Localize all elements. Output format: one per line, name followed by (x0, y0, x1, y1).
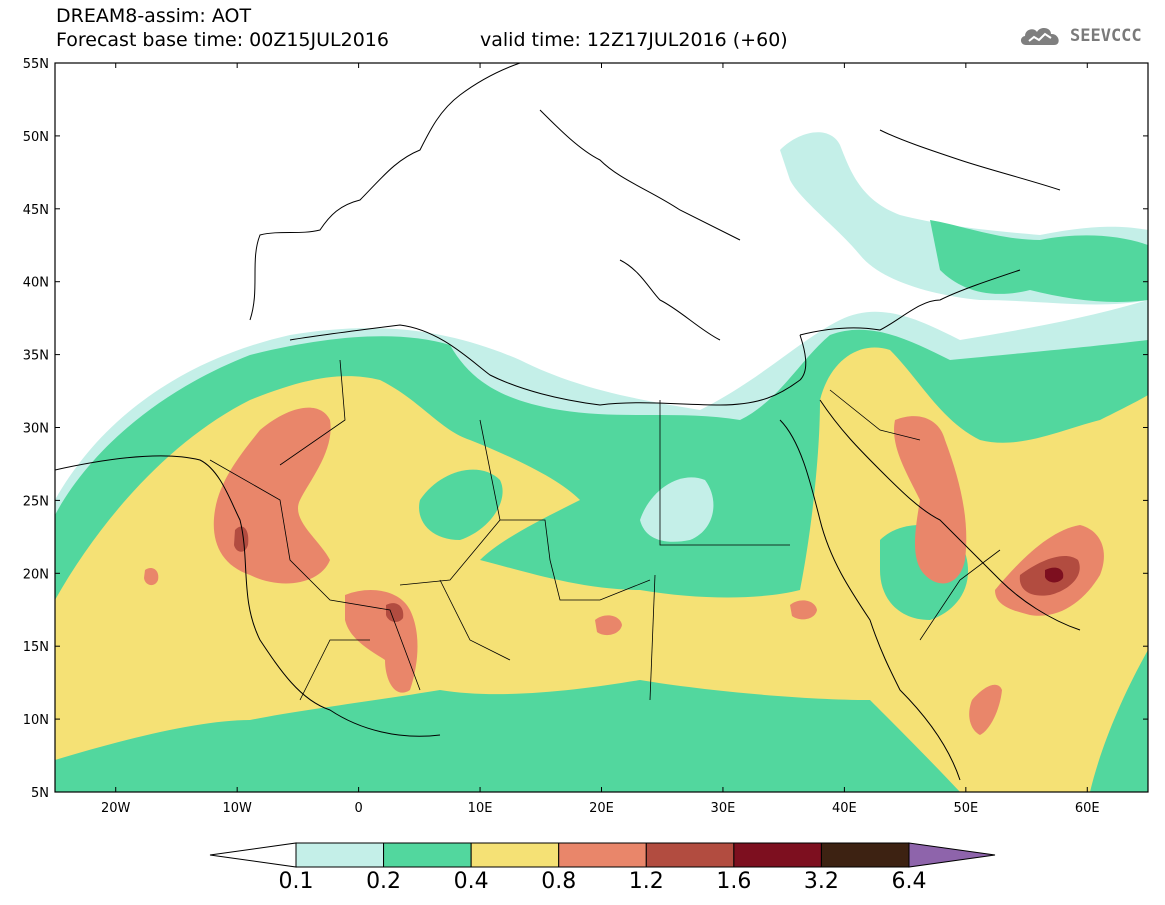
country-borders (209, 359, 1001, 701)
colorbar-level-label: 0.1 (278, 869, 314, 894)
lat-label: 35N (23, 349, 49, 364)
colorbar-swatch (470, 842, 560, 868)
lat-label: 30N (23, 422, 49, 437)
colorbar-level-label: 0.8 (541, 869, 577, 894)
colorbar-level-label: 6.4 (891, 869, 927, 894)
aot-band-0.8 (894, 416, 967, 584)
seevccc-logo: SEEVCCC (1018, 23, 1142, 49)
lat-label: 25N (23, 494, 49, 509)
lon-label: 10E (468, 801, 493, 816)
colorbar-arrow-high (908, 842, 996, 868)
lat-label: 40N (23, 276, 49, 291)
lat-label: 15N (23, 640, 49, 655)
aot-band-1.6 (1045, 567, 1064, 583)
forecast-base-time: Forecast base time: 00Z15JUL2016 (56, 29, 389, 51)
colorbar-level-label: 0.2 (366, 869, 402, 894)
lon-label: 20E (589, 801, 614, 816)
lat-label: 10N (23, 713, 49, 728)
lat-label: 55N (23, 57, 49, 72)
logo-text: SEEVCCC (1070, 26, 1142, 46)
aot-band-1.2 (386, 603, 404, 622)
colorbar-swatch (383, 842, 472, 868)
colorbar-swatch (295, 842, 385, 868)
lon-label: 40E (832, 801, 857, 816)
aot-band-0.8 (144, 568, 159, 586)
lon-label: 60E (1075, 801, 1100, 816)
colorbar-level-label: 0.4 (453, 869, 489, 894)
map-title: DREAM8-assim: AOT (56, 5, 252, 27)
coastlines (55, 63, 1081, 781)
colorbar-level-label: 1.6 (716, 869, 752, 894)
valid-time: valid time: 12Z17JUL2016 (+60) (480, 29, 788, 51)
colorbar-level-label: 1.2 (628, 869, 664, 894)
lat-axis: 55N 50N 45N 40N 35N 30N 25N 20N 15N 10N 5N (23, 57, 1148, 801)
aot-band-0.8 (969, 684, 1002, 735)
aot-band-0.1-hole (640, 477, 714, 542)
lon-label: 10W (222, 801, 252, 816)
colorbar-swatch (820, 842, 910, 868)
lat-label: 45N (23, 203, 49, 218)
colorbar-swatch (558, 842, 647, 868)
aot-contours (55, 63, 1148, 792)
lon-label: 50E (953, 801, 978, 816)
cloud-icon (1020, 28, 1059, 45)
lon-label: 20W (101, 801, 131, 816)
aot-band-0.8 (595, 615, 622, 636)
lon-label: 0 (354, 801, 362, 816)
colorbar-swatch (645, 842, 735, 868)
lat-label: 5N (31, 786, 49, 801)
aot-band-0.2 (930, 220, 1148, 302)
lat-label: 50N (23, 130, 49, 145)
colorbar-swatch (733, 842, 822, 868)
aot-band-0.8 (790, 600, 817, 620)
lon-axis: 20W 10W 0 10E 20E 30E 40E 50E 60E (101, 63, 1100, 816)
colorbar-arrow-low (209, 842, 297, 868)
aot-band-0.2-patch (419, 469, 503, 540)
colorbar (209, 842, 996, 868)
aot-band-0.4 (55, 347, 1148, 792)
aot-band-1.2 (234, 526, 249, 552)
lat-label: 20N (23, 567, 49, 582)
lon-label: 30E (711, 801, 736, 816)
colorbar-level-label: 3.2 (803, 869, 839, 894)
